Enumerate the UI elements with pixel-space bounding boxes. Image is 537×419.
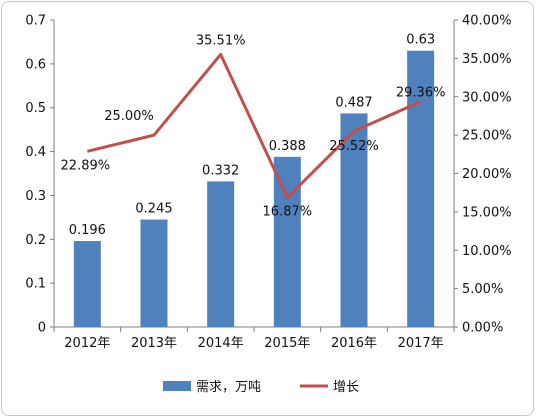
line-data-label: 22.89% [61, 158, 111, 173]
x-tick-label: 2012年 [64, 336, 110, 351]
bar-data-label: 0.245 [135, 202, 172, 217]
y-right-tick-label: 40.00% [462, 14, 512, 29]
y-left-tick-label: 0.4 [25, 145, 46, 160]
bar [273, 156, 301, 327]
y-right-tick-label: 30.00% [462, 90, 512, 105]
y-right-tick-label: 0.00% [462, 321, 503, 336]
x-tick-label: 2016年 [331, 336, 377, 351]
legend-bar-label: 需求，万吨 [196, 380, 261, 395]
bar [340, 113, 368, 327]
bar [73, 241, 101, 327]
y-right-tick-label: 35.00% [462, 52, 512, 67]
bar [140, 219, 168, 327]
y-left-tick-label: 0.6 [25, 57, 46, 72]
y-right-tick-label: 10.00% [462, 244, 512, 259]
y-left-tick-label: 0.3 [25, 189, 46, 204]
x-tick-label: 2013年 [131, 336, 177, 351]
y-left-tick-label: 0.2 [25, 233, 46, 248]
legend-bar-swatch [163, 381, 191, 391]
growth-line [86, 52, 422, 200]
y-left-tick-label: 0.7 [25, 14, 46, 29]
y-right-tick-label: 20.00% [462, 167, 512, 182]
y-right-tick-label: 25.00% [462, 129, 512, 144]
bar-data-label: 0.332 [202, 163, 239, 178]
x-tick-label: 2014年 [198, 336, 244, 351]
x-tick-label: 2015年 [264, 336, 310, 351]
y-right-tick-label: 5.00% [462, 282, 503, 297]
line-data-label: 25.52% [329, 139, 379, 154]
y-left-tick-label: 0 [38, 321, 46, 336]
legend-line-label: 增长 [333, 380, 359, 395]
bar-data-label: 0.487 [335, 95, 372, 110]
bar-data-label: 0.388 [269, 139, 306, 154]
bar-data-label: 0.196 [69, 223, 106, 238]
bar [407, 50, 435, 327]
x-tick-label: 2017年 [398, 336, 444, 351]
bar [207, 181, 235, 327]
line-data-label: 16.87% [263, 205, 313, 220]
bar-data-label: 0.63 [406, 33, 435, 48]
line-data-label: 29.36% [396, 86, 446, 101]
y-left-tick-label: 0.1 [25, 277, 46, 292]
y-left-tick-label: 0.5 [25, 101, 46, 116]
line-data-label: 25.00% [104, 109, 154, 124]
y-right-tick-label: 15.00% [462, 205, 512, 220]
line-data-label: 35.51% [196, 33, 246, 48]
